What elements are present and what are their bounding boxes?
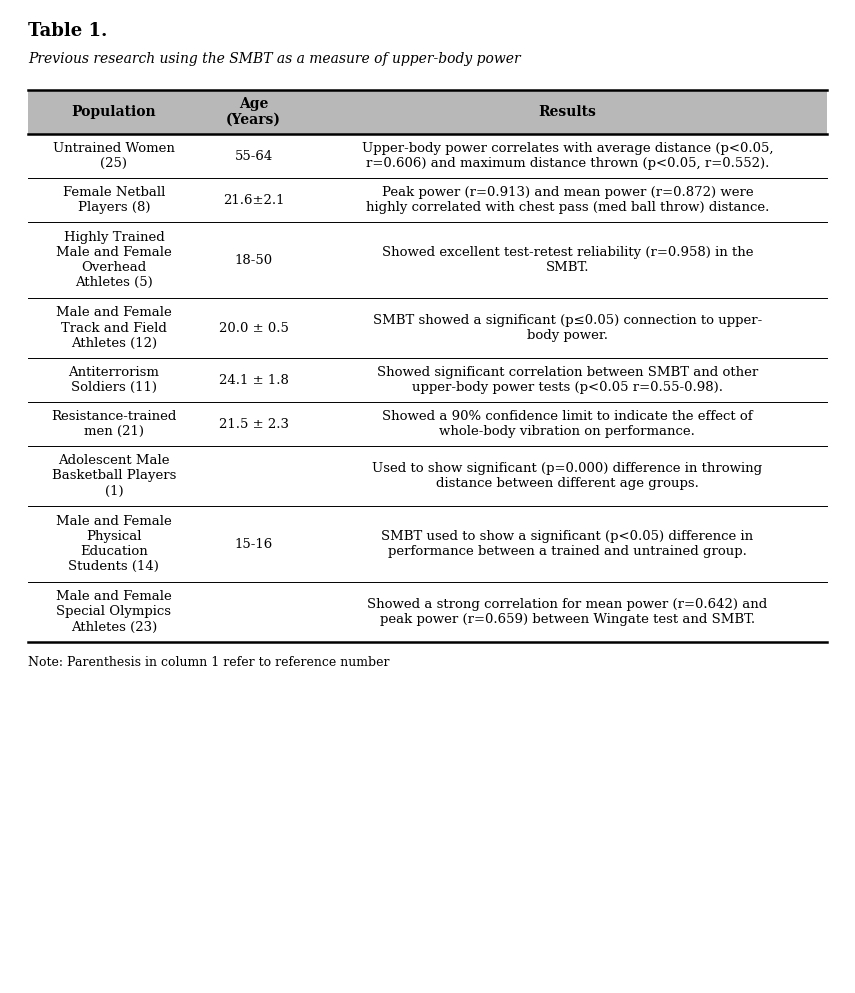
Text: 18-50: 18-50 xyxy=(234,253,273,266)
Text: 20.0 ± 0.5: 20.0 ± 0.5 xyxy=(219,322,289,335)
Text: Peak power (r=0.913) and mean power (r=0.872) were
highly correlated with chest : Peak power (r=0.913) and mean power (r=0… xyxy=(366,186,769,214)
Text: Table 1.: Table 1. xyxy=(28,22,108,40)
Text: Showed significant correlation between SMBT and other
upper-body power tests (p<: Showed significant correlation between S… xyxy=(377,366,758,394)
Text: Used to show significant (p=0.000) difference in throwing
distance between diffe: Used to show significant (p=0.000) diffe… xyxy=(372,462,763,490)
Text: Showed a strong correlation for mean power (r=0.642) and
peak power (r=0.659) be: Showed a strong correlation for mean pow… xyxy=(367,598,768,626)
Text: Upper-body power correlates with average distance (p<0.05,
r=0.606) and maximum : Upper-body power correlates with average… xyxy=(362,142,773,170)
Text: 15-16: 15-16 xyxy=(234,537,273,550)
Text: Resistance-trained
men (21): Resistance-trained men (21) xyxy=(51,410,177,438)
Text: 21.5 ± 2.3: 21.5 ± 2.3 xyxy=(219,417,289,431)
Text: 21.6±2.1: 21.6±2.1 xyxy=(223,194,285,207)
Text: Showed excellent test-retest reliability (r=0.958) in the
SMBT.: Showed excellent test-retest reliability… xyxy=(381,246,753,274)
Text: Antiterrorism
Soldiers (11): Antiterrorism Soldiers (11) xyxy=(68,366,159,394)
Text: SMBT showed a significant (p≤0.05) connection to upper-
body power.: SMBT showed a significant (p≤0.05) conne… xyxy=(373,314,762,342)
Text: Highly Trained
Male and Female
Overhead
Athletes (5): Highly Trained Male and Female Overhead … xyxy=(56,231,172,289)
Text: Age
(Years): Age (Years) xyxy=(227,97,281,127)
Text: Male and Female
Physical
Education
Students (14): Male and Female Physical Education Stude… xyxy=(56,515,172,573)
Text: Results: Results xyxy=(539,105,596,119)
Text: Note: Parenthesis in column 1 refer to reference number: Note: Parenthesis in column 1 refer to r… xyxy=(28,656,390,669)
Bar xyxy=(28,90,827,134)
Text: SMBT used to show a significant (p<0.05) difference in
performance between a tra: SMBT used to show a significant (p<0.05)… xyxy=(381,530,753,558)
Text: Population: Population xyxy=(72,105,156,119)
Text: 24.1 ± 1.8: 24.1 ± 1.8 xyxy=(219,373,289,386)
Text: 55-64: 55-64 xyxy=(234,150,273,163)
Text: Male and Female
Special Olympics
Athletes (23): Male and Female Special Olympics Athlete… xyxy=(56,591,172,634)
Text: Male and Female
Track and Field
Athletes (12): Male and Female Track and Field Athletes… xyxy=(56,307,172,350)
Text: Female Netball
Players (8): Female Netball Players (8) xyxy=(62,186,165,214)
Text: Previous research using the SMBT as a measure of upper-body power: Previous research using the SMBT as a me… xyxy=(28,52,521,66)
Text: Showed a 90% confidence limit to indicate the effect of
whole-body vibration on : Showed a 90% confidence limit to indicat… xyxy=(382,410,752,438)
Text: Adolescent Male
Basketball Players
(1): Adolescent Male Basketball Players (1) xyxy=(51,455,176,497)
Text: Untrained Women
(25): Untrained Women (25) xyxy=(53,142,174,170)
